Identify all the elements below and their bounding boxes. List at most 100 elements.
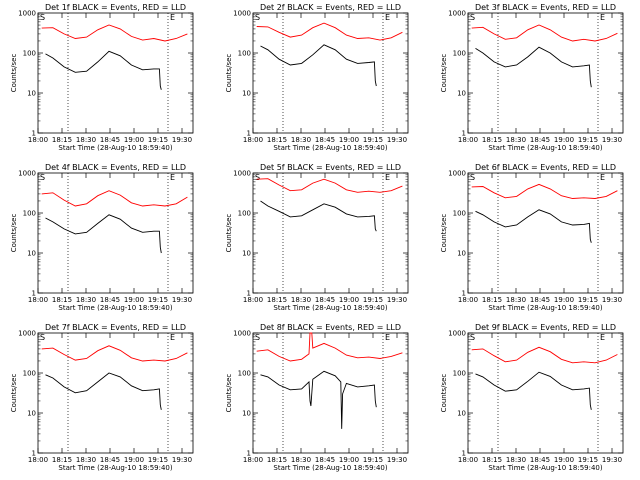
x-tick-label: 19:30 <box>602 456 622 464</box>
x-tick-label: 19:15 <box>363 456 383 464</box>
x-tick-label: 18:30 <box>506 456 526 464</box>
marker-label-E: E <box>170 333 175 342</box>
x-tick-label: 19:15 <box>578 136 598 144</box>
plot-frame <box>37 332 194 454</box>
series-line-1 <box>45 50 162 90</box>
marker-label-S: S <box>40 173 45 182</box>
y-tick-label: 1 <box>247 450 251 458</box>
marker-label-E: E <box>600 333 605 342</box>
y-tick-label: 1 <box>247 130 251 138</box>
x-axis-label: Start Time (28-Aug-10 18:59:40) <box>58 304 172 312</box>
x-tick-label: 18:00 <box>458 136 478 144</box>
marker-label-E: E <box>170 173 175 182</box>
plot-frame <box>252 12 409 134</box>
chart-title: Det 3f BLACK = Events, RED = LLD <box>475 3 616 12</box>
marker-label-E: E <box>170 13 175 22</box>
series-line-0 <box>471 24 618 42</box>
y-tick-label: 1000 <box>448 10 466 18</box>
x-tick-label: 18:45 <box>530 456 550 464</box>
x-tick-label: 18:15 <box>482 456 502 464</box>
y-tick-label: 1 <box>32 290 36 298</box>
x-tick-label: 19:30 <box>387 456 407 464</box>
series-line-1 <box>260 370 377 429</box>
x-tick-label: 19:00 <box>339 136 359 144</box>
x-tick-label: 18:00 <box>28 136 48 144</box>
series-line-0 <box>471 183 618 199</box>
y-axis-label: Counts/sec <box>225 374 233 413</box>
x-tick-label: 19:15 <box>578 296 598 304</box>
y-tick-label: 1000 <box>448 330 466 338</box>
y-tick-label: 1000 <box>233 10 251 18</box>
y-tick-label: 1 <box>32 130 36 138</box>
x-tick-label: 18:15 <box>267 456 287 464</box>
plot-frame <box>37 12 194 134</box>
y-tick-label: 100 <box>23 370 36 378</box>
x-tick-label: 19:15 <box>578 456 598 464</box>
x-tick-label: 19:00 <box>554 296 574 304</box>
series-line-1 <box>475 46 592 88</box>
series-line-1 <box>260 44 377 87</box>
y-tick-label: 1 <box>32 450 36 458</box>
x-tick-label: 18:15 <box>482 136 502 144</box>
plot-frame <box>37 172 194 294</box>
y-tick-label: 100 <box>23 50 36 58</box>
marker-label-S: S <box>470 13 475 22</box>
x-tick-label: 19:15 <box>363 136 383 144</box>
panel-9: Det 9f BLACK = Events, RED = LLD 1 10 100 10… <box>440 323 624 472</box>
x-tick-label: 18:00 <box>243 136 263 144</box>
panel-4: Det 4f BLACK = Events, RED = LLD 1 10 100 10… <box>10 163 194 312</box>
x-axis-label: Start Time (28-Aug-10 18:59:40) <box>273 464 387 472</box>
x-tick-label: 19:00 <box>124 456 144 464</box>
y-tick-label: 100 <box>23 210 36 218</box>
x-tick-label: 19:00 <box>554 456 574 464</box>
marker-label-E: E <box>385 333 390 342</box>
marker-label-E: E <box>385 173 390 182</box>
x-tick-label: 19:15 <box>148 136 168 144</box>
panel-3: Det 3f BLACK = Events, RED = LLD 1 10 100 10… <box>440 3 624 152</box>
x-tick-label: 19:30 <box>602 296 622 304</box>
x-tick-label: 18:30 <box>506 296 526 304</box>
y-axis-label: Counts/sec <box>10 54 18 93</box>
series-line-0 <box>256 332 403 362</box>
x-tick-label: 18:45 <box>100 456 120 464</box>
chart-title: Det 6f BLACK = Events, RED = LLD <box>475 163 616 172</box>
panel-2: Det 2f BLACK = Events, RED = LLD 1 10 100 10… <box>225 3 409 152</box>
y-axis-label: Counts/sec <box>440 54 448 93</box>
x-tick-label: 19:00 <box>554 136 574 144</box>
x-tick-label: 18:30 <box>291 456 311 464</box>
marker-label-S: S <box>470 173 475 182</box>
y-tick-label: 1000 <box>233 330 251 338</box>
plot-frame <box>467 332 624 454</box>
marker-label-S: S <box>255 13 260 22</box>
x-tick-label: 19:30 <box>172 136 192 144</box>
x-tick-label: 18:00 <box>458 296 478 304</box>
x-tick-label: 19:30 <box>387 296 407 304</box>
x-tick-label: 19:00 <box>339 296 359 304</box>
marker-label-S: S <box>40 13 45 22</box>
y-tick-label: 10 <box>457 90 466 98</box>
plot-frame <box>252 172 409 294</box>
x-tick-label: 19:00 <box>339 456 359 464</box>
marker-label-S: S <box>255 333 260 342</box>
panel-6: Det 6f BLACK = Events, RED = LLD 1 10 100 10… <box>440 163 624 312</box>
y-tick-label: 10 <box>27 90 36 98</box>
x-tick-label: 19:00 <box>124 136 144 144</box>
x-tick-label: 18:15 <box>52 136 72 144</box>
x-tick-label: 18:45 <box>315 296 335 304</box>
x-tick-label: 19:00 <box>124 296 144 304</box>
x-tick-label: 18:45 <box>530 296 550 304</box>
marker-label-S: S <box>470 333 475 342</box>
y-tick-label: 1000 <box>448 170 466 178</box>
x-tick-label: 18:00 <box>28 456 48 464</box>
x-axis-label: Start Time (28-Aug-10 18:59:40) <box>273 304 387 312</box>
x-tick-label: 18:15 <box>482 296 502 304</box>
x-axis-label: Start Time (28-Aug-10 18:59:40) <box>488 144 602 152</box>
series-line-0 <box>41 345 188 362</box>
y-axis-label: Counts/sec <box>10 214 18 253</box>
x-tick-label: 19:30 <box>387 136 407 144</box>
series-line-1 <box>260 200 377 232</box>
series-line-1 <box>475 209 592 243</box>
series-line-0 <box>256 178 403 193</box>
y-axis-label: Counts/sec <box>440 214 448 253</box>
